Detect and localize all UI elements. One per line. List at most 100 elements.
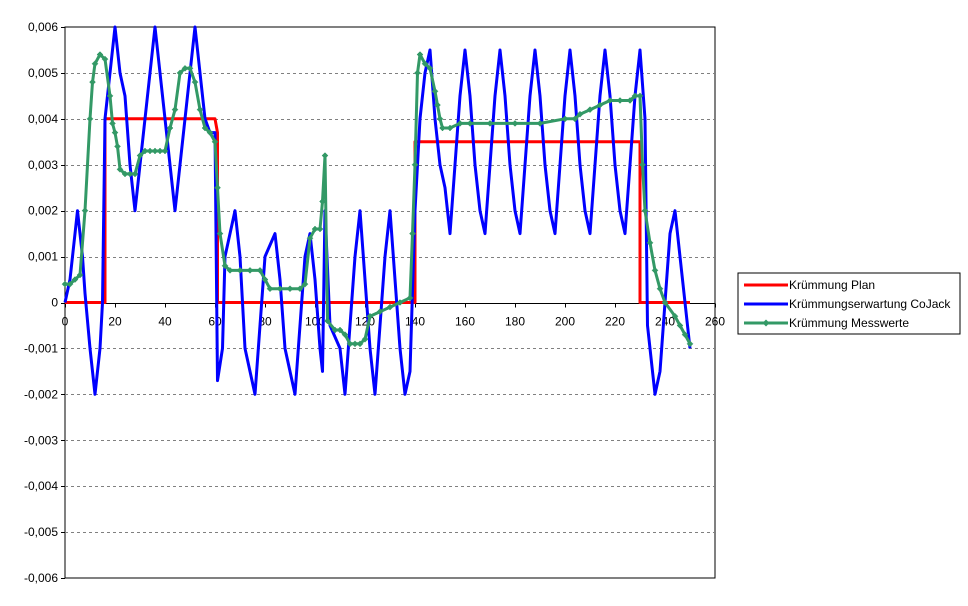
data-point bbox=[351, 340, 359, 348]
x-tick-label: 180 bbox=[505, 315, 525, 329]
legend-label: Krümmung Plan bbox=[789, 278, 875, 292]
data-point bbox=[196, 106, 204, 114]
data-point bbox=[656, 285, 664, 293]
data-point bbox=[176, 69, 184, 77]
data-point bbox=[686, 340, 694, 348]
data-point bbox=[146, 147, 154, 155]
data-point bbox=[411, 161, 419, 169]
data-point bbox=[336, 326, 344, 334]
data-point bbox=[266, 285, 274, 293]
data-point bbox=[414, 69, 421, 77]
data-point bbox=[186, 64, 194, 72]
data-point bbox=[321, 152, 329, 159]
data-point bbox=[409, 230, 416, 237]
y-tick-label: 0 bbox=[51, 296, 58, 310]
y-tick-label: -0,005 bbox=[24, 525, 58, 539]
data-point bbox=[86, 115, 94, 123]
data-point bbox=[676, 322, 684, 329]
data-point bbox=[201, 124, 209, 132]
data-point bbox=[361, 335, 369, 343]
y-axis: -0,006 -0,005 -0,004 -0,003 -0,002 -0,001 0 0,0… bbox=[24, 20, 65, 585]
data-point bbox=[206, 129, 214, 136]
data-point bbox=[324, 317, 331, 325]
x-tick-label: 20 bbox=[108, 315, 122, 329]
data-point bbox=[486, 120, 494, 127]
data-point bbox=[376, 308, 384, 316]
data-point bbox=[286, 285, 294, 293]
x-tick-label: 160 bbox=[455, 315, 475, 329]
data-point bbox=[191, 78, 199, 86]
data-point bbox=[421, 60, 429, 68]
data-point bbox=[111, 129, 119, 136]
data-point bbox=[211, 138, 219, 146]
x-tick-label: 260 bbox=[705, 315, 725, 329]
data-point bbox=[431, 87, 439, 95]
x-tick-label: 200 bbox=[555, 315, 575, 329]
data-point bbox=[296, 285, 304, 293]
data-point bbox=[439, 124, 446, 132]
y-tick-label: -0,001 bbox=[24, 341, 58, 355]
legend-marker bbox=[762, 319, 770, 327]
data-point bbox=[356, 340, 364, 348]
data-point bbox=[171, 106, 179, 114]
data-point bbox=[426, 64, 434, 72]
data-point bbox=[571, 115, 579, 123]
data-point bbox=[396, 299, 404, 306]
legend: Krümmung Plan Krümmungserwartung CoJack Kr… bbox=[737, 272, 961, 335]
y-tick-label: -0,006 bbox=[24, 571, 58, 585]
series-line-2 bbox=[63, 25, 692, 396]
y-tick-label: 0,004 bbox=[28, 112, 58, 126]
data-point bbox=[641, 207, 649, 215]
data-point bbox=[61, 280, 69, 288]
data-point bbox=[606, 97, 614, 104]
data-point bbox=[319, 198, 326, 205]
data-point bbox=[651, 267, 659, 274]
data-point bbox=[214, 184, 221, 192]
data-point bbox=[89, 78, 96, 86]
x-tick-label: 140 bbox=[405, 315, 425, 329]
data-point bbox=[81, 207, 89, 215]
data-point bbox=[681, 331, 689, 338]
data-point bbox=[121, 170, 129, 178]
legend-label: Krümmung Messwerte bbox=[789, 316, 909, 330]
data-point bbox=[156, 147, 164, 155]
data-point bbox=[246, 267, 254, 274]
data-point bbox=[436, 115, 444, 123]
data-point bbox=[586, 106, 594, 114]
data-point bbox=[96, 51, 104, 58]
data-point bbox=[221, 262, 229, 270]
data-point bbox=[66, 280, 74, 288]
y-tick-label: 0,005 bbox=[28, 66, 58, 80]
data-point bbox=[301, 280, 309, 288]
data-point bbox=[456, 120, 464, 127]
data-point bbox=[331, 326, 339, 334]
data-point bbox=[109, 120, 116, 127]
data-point bbox=[646, 239, 654, 247]
x-tick-label: 220 bbox=[605, 315, 625, 329]
data-point bbox=[166, 124, 174, 132]
data-point bbox=[226, 267, 234, 274]
data-point bbox=[181, 64, 189, 72]
data-point bbox=[561, 115, 569, 123]
data-point bbox=[366, 312, 374, 320]
x-tick-label: 100 bbox=[305, 315, 325, 329]
data-point bbox=[261, 276, 269, 283]
data-point bbox=[639, 161, 646, 169]
data-point bbox=[386, 303, 394, 311]
data-point bbox=[126, 170, 134, 178]
y-tick-label: -0,002 bbox=[24, 387, 58, 401]
data-point bbox=[131, 170, 139, 178]
data-point bbox=[346, 340, 354, 348]
data-point bbox=[216, 230, 224, 237]
data-point bbox=[434, 101, 441, 109]
data-point bbox=[596, 101, 604, 109]
data-point bbox=[406, 294, 414, 302]
x-tick-label: 240 bbox=[655, 315, 675, 329]
data-point bbox=[511, 120, 519, 127]
data-point bbox=[114, 143, 121, 150]
data-point bbox=[576, 110, 584, 118]
data-point bbox=[116, 165, 124, 173]
y-tick-label: 0,002 bbox=[28, 204, 58, 218]
x-tick-label: 40 bbox=[158, 315, 172, 329]
